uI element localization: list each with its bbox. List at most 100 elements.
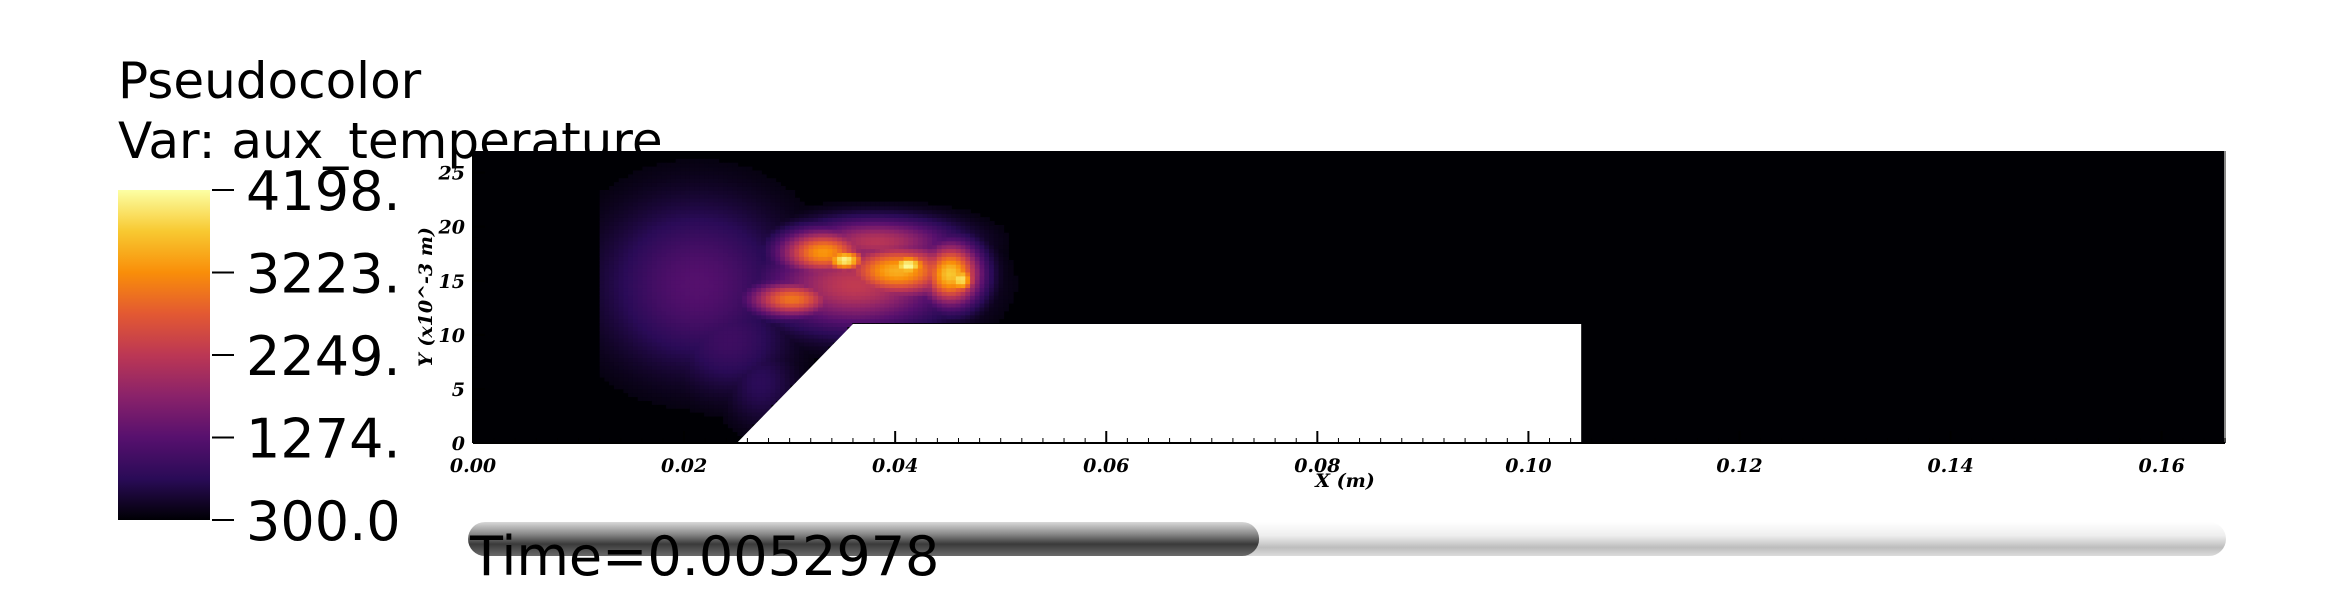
field-cell xyxy=(903,205,910,211)
field-cell xyxy=(818,248,824,254)
field-cell xyxy=(832,248,838,254)
field-cell xyxy=(651,193,658,199)
field-cell xyxy=(699,166,705,172)
field-cell xyxy=(780,372,786,378)
field-cell xyxy=(794,209,800,215)
field-cell xyxy=(789,256,796,261)
field-cell xyxy=(685,232,691,238)
field-cell xyxy=(675,341,682,347)
time-slider[interactable]: Time=0.0052978 xyxy=(468,522,2226,588)
field-cell xyxy=(756,298,762,304)
field-cell xyxy=(998,287,1005,292)
field-cell xyxy=(718,345,724,351)
field-cell xyxy=(623,201,629,207)
field-cell xyxy=(841,213,848,218)
field-cell xyxy=(727,267,734,273)
field-cell xyxy=(689,287,696,292)
field-cell xyxy=(951,236,957,242)
field-cell xyxy=(685,283,691,289)
field-cell xyxy=(822,260,829,265)
field-cell xyxy=(666,267,672,273)
field-cell xyxy=(713,384,720,390)
field-cell xyxy=(742,221,748,226)
field-cell xyxy=(851,217,857,222)
field-cell xyxy=(761,337,767,343)
field-cell xyxy=(651,217,658,222)
field-cell xyxy=(822,291,829,296)
field-cell xyxy=(623,353,629,359)
field-cell xyxy=(623,189,629,195)
field-cell xyxy=(742,228,748,234)
field-cell xyxy=(794,236,800,242)
field-cell xyxy=(765,357,772,363)
field-cell xyxy=(865,224,872,230)
field-cell xyxy=(922,302,929,308)
field-cell xyxy=(761,411,767,417)
field-cell xyxy=(808,349,815,355)
field-cell xyxy=(699,388,705,394)
field-cell xyxy=(884,217,891,222)
field-cell xyxy=(846,291,853,296)
field-cell xyxy=(922,279,929,285)
field-cell xyxy=(718,372,724,378)
field-cell xyxy=(680,291,686,296)
field-cell xyxy=(618,182,625,187)
field-cell xyxy=(699,213,705,218)
field-cell xyxy=(642,365,648,370)
field-cell xyxy=(675,182,682,187)
field-cell xyxy=(951,252,957,257)
field-cell xyxy=(651,252,658,257)
field-cell xyxy=(642,302,648,308)
field-cell xyxy=(727,236,734,242)
field-cell xyxy=(761,213,767,218)
field-cell xyxy=(860,205,867,211)
field-cell xyxy=(699,252,705,257)
field-cell xyxy=(751,411,758,417)
field-cell xyxy=(656,400,663,405)
field-cell xyxy=(708,283,715,289)
field-cell xyxy=(708,166,715,172)
field-cell xyxy=(675,322,682,327)
field-cell xyxy=(727,388,734,394)
field-cell xyxy=(675,166,682,172)
field-cell xyxy=(822,322,829,327)
field-cell xyxy=(846,248,853,254)
field-cell xyxy=(642,224,648,230)
field-cell xyxy=(784,232,791,238)
field-cell xyxy=(647,302,653,308)
field-cell xyxy=(827,279,834,285)
field-cell xyxy=(979,228,986,234)
field-cell xyxy=(618,298,625,304)
field-cell xyxy=(656,252,663,257)
field-cell xyxy=(713,404,720,409)
field-cell xyxy=(761,302,767,308)
field-cell xyxy=(604,236,610,242)
field-cell xyxy=(803,326,810,331)
field-cell xyxy=(704,330,710,335)
field-cell xyxy=(799,369,805,374)
field-cell xyxy=(689,396,696,401)
field-cell xyxy=(898,256,905,261)
field-cell xyxy=(685,182,691,187)
field-cell xyxy=(761,295,767,300)
field-cell xyxy=(618,228,625,234)
field-cell xyxy=(993,263,1000,269)
field-cell xyxy=(789,337,796,343)
field-cell xyxy=(951,221,957,226)
field-cell xyxy=(713,232,720,238)
field-cell xyxy=(699,240,705,246)
field-cell xyxy=(794,221,800,226)
field-cell xyxy=(979,263,986,269)
field-cell xyxy=(922,310,929,316)
field-cell xyxy=(713,197,720,203)
field-cell xyxy=(984,244,990,250)
field-cell xyxy=(813,232,819,238)
field-cell xyxy=(803,244,810,250)
field-cell xyxy=(737,244,743,250)
field-cell xyxy=(675,357,682,363)
field-cell xyxy=(903,252,910,257)
field-cell xyxy=(699,271,705,277)
field-cell xyxy=(723,345,729,351)
field-cell xyxy=(784,271,791,277)
field-cell xyxy=(765,217,772,222)
